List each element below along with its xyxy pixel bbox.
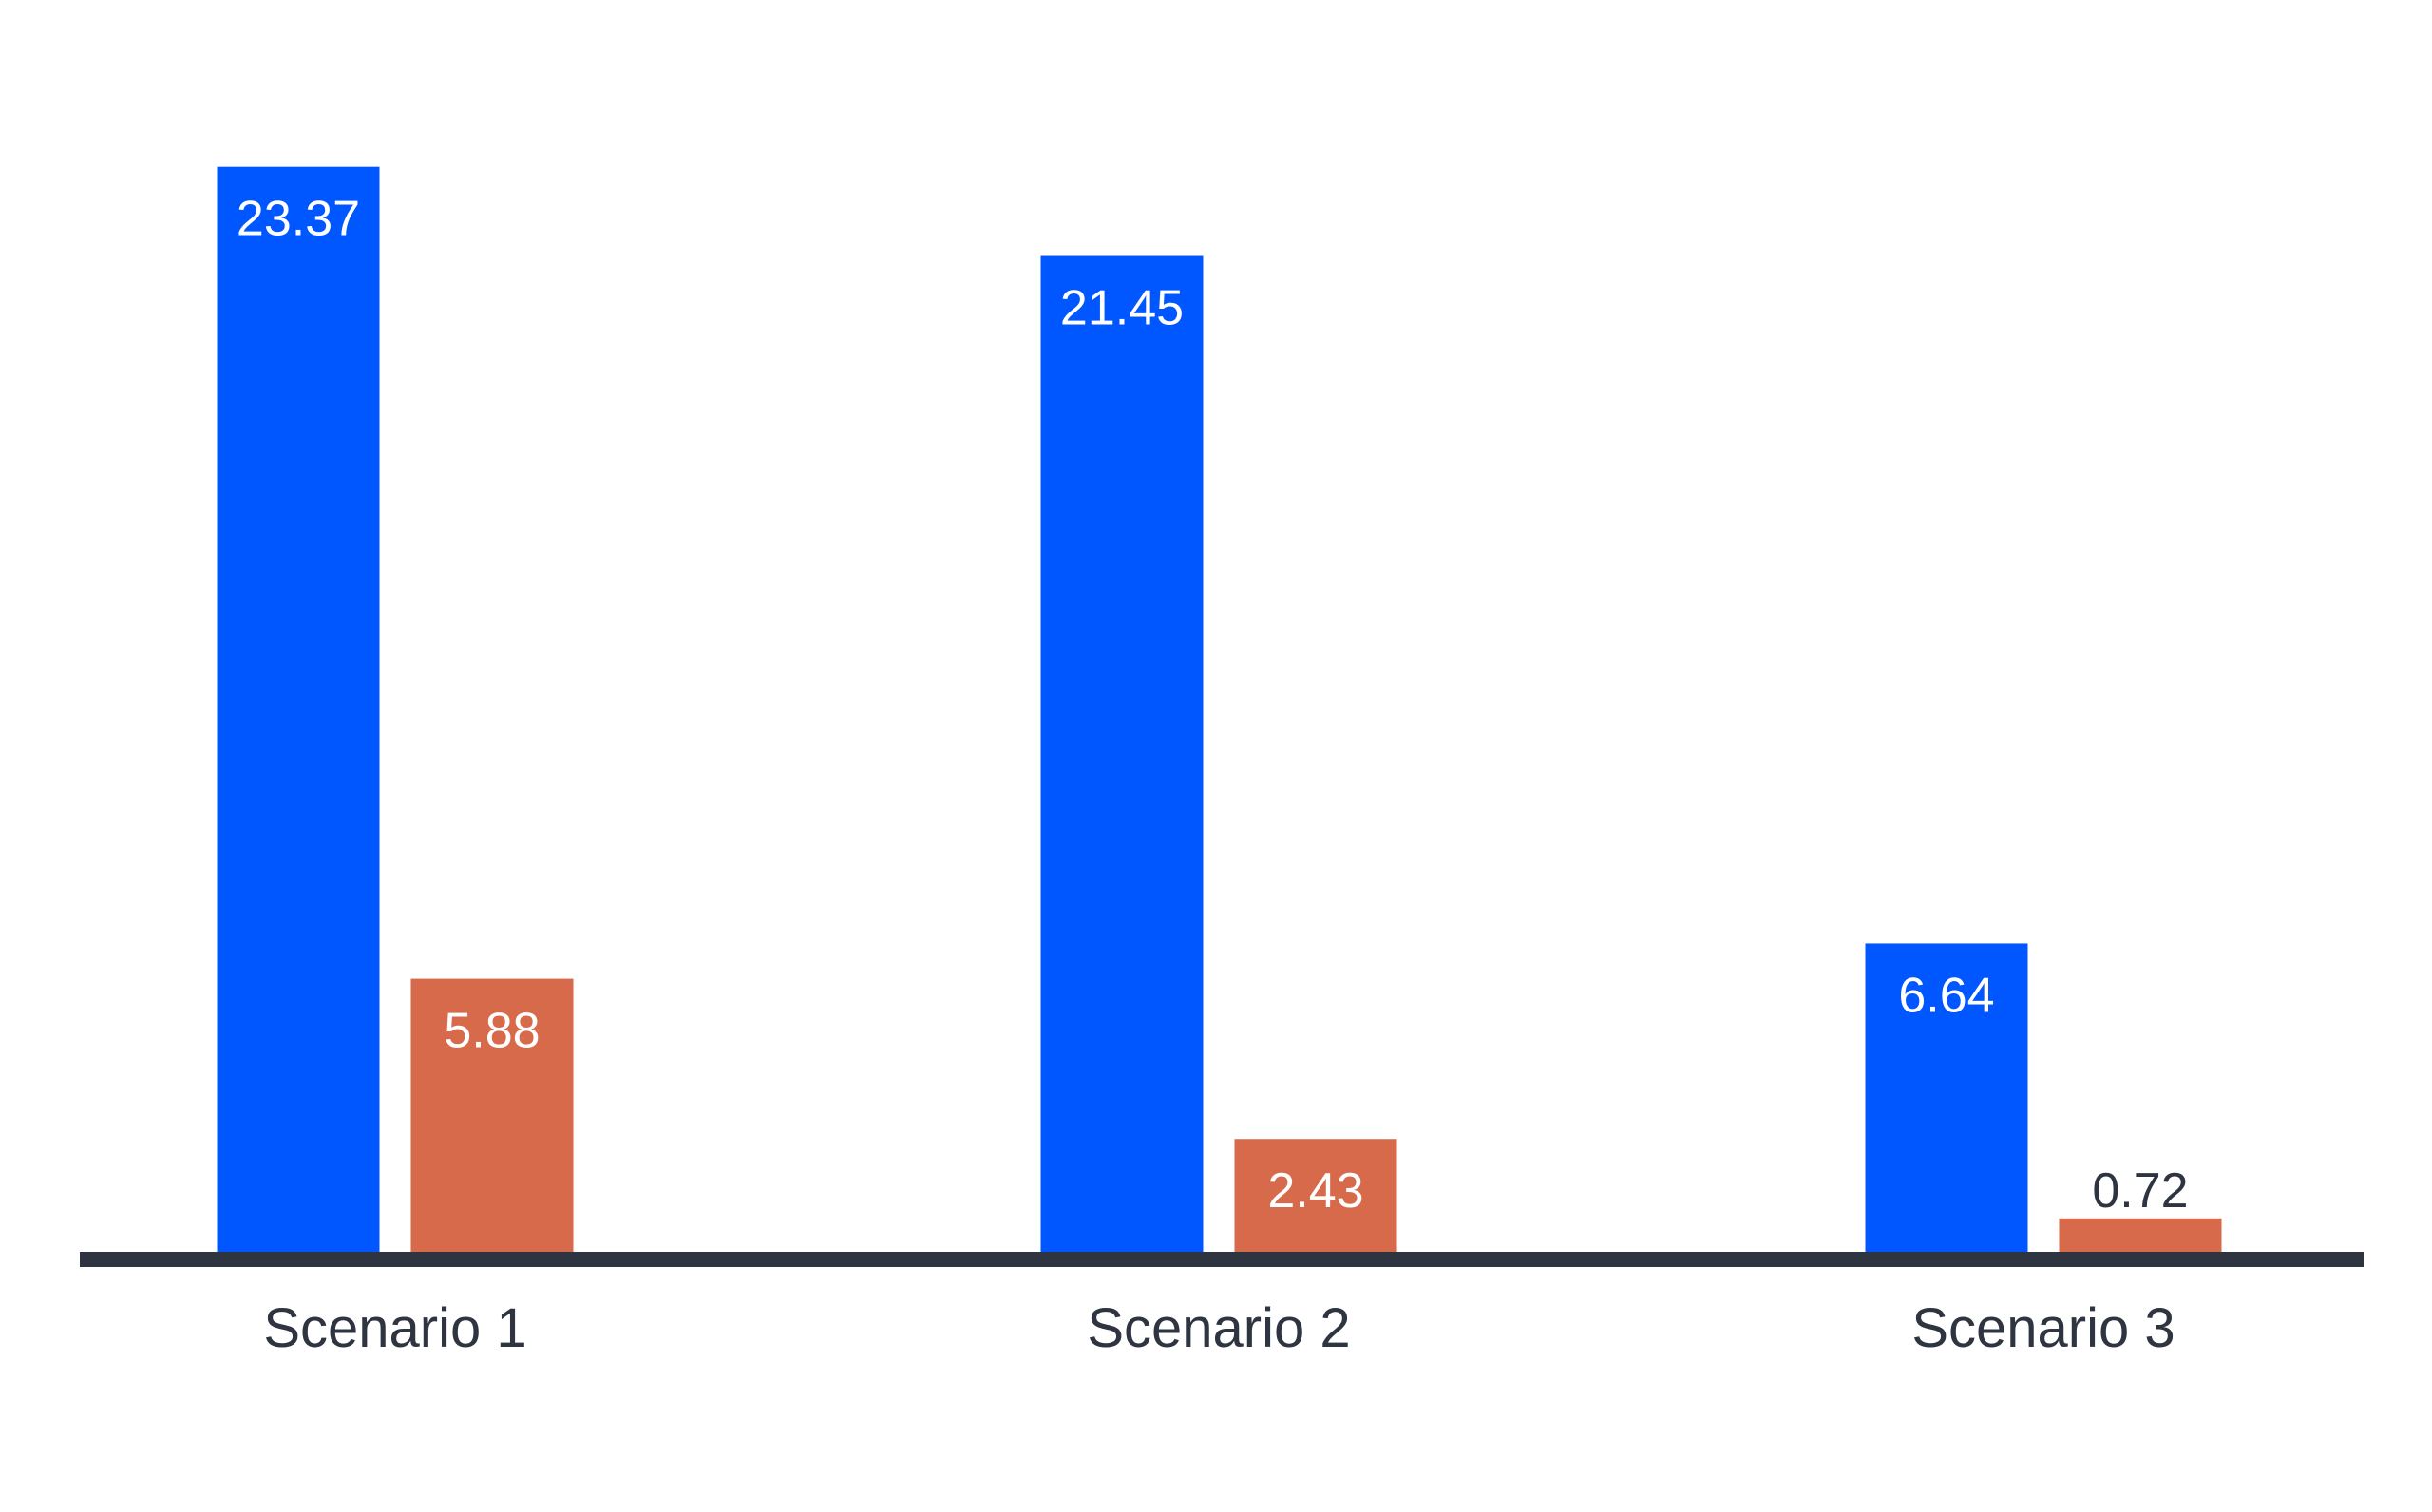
bar-value-label: 6.64 xyxy=(1898,968,1994,1023)
value-labels-layer: 23.37 5.88 21.45 2.43 6.64 0.72 xyxy=(237,192,2189,1219)
bars-layer xyxy=(217,166,2222,1255)
category-label: Scenario 2 xyxy=(1087,1297,1350,1359)
bar-series1-scenario-3 xyxy=(1865,943,2028,1254)
bar-series1-scenario-2 xyxy=(1040,255,1204,1255)
bar-value-label: 0.72 xyxy=(2092,1163,2188,1219)
x-axis-baseline xyxy=(80,1252,2364,1267)
bar-value-label: 21.45 xyxy=(1060,281,1184,336)
bar-value-label: 5.88 xyxy=(444,1004,540,1059)
category-labels-layer: Scenario 1 Scenario 2 Scenario 3 xyxy=(263,1297,2175,1359)
category-label: Scenario 1 xyxy=(263,1297,526,1359)
bar-value-label: 23.37 xyxy=(237,192,360,247)
bar-series2-scenario-3 xyxy=(2059,1218,2222,1254)
bar-series2-scenario-1 xyxy=(410,978,574,1254)
bar-series1-scenario-1 xyxy=(217,166,380,1254)
bar-series2-scenario-2 xyxy=(1234,1139,1397,1254)
category-label: Scenario 3 xyxy=(1911,1297,2175,1359)
bar-value-label: 2.43 xyxy=(1267,1163,1363,1219)
